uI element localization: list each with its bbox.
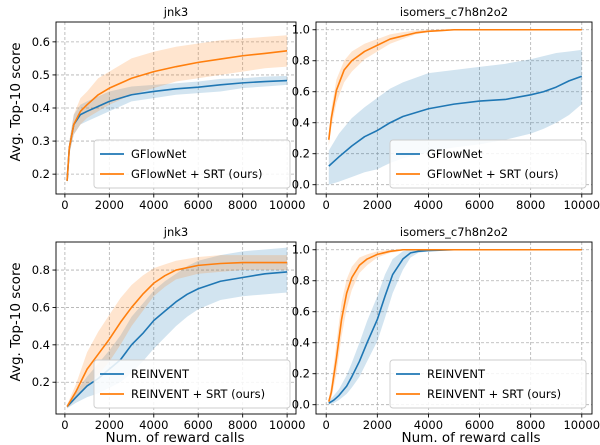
panel-1-x-tick-label-5: 10000 (269, 198, 306, 212)
panel-1-x-tick-label-4: 8000 (228, 198, 257, 212)
panel-4-x-tick-label-0: 0 (323, 418, 330, 432)
panel-1-legend-label-1: GFlowNet + SRT (ours) (131, 167, 262, 181)
panel-1: 0 2000 4000 6000 8000 10000 0.2 0.3 0.4 0.5 0.6 jnk… (32, 5, 306, 212)
panel-1-y-tick-label-0: 0.2 (32, 167, 50, 181)
panel-2-x-tick-label-2: 4000 (414, 198, 443, 212)
panel-1-y-tick-label-2: 0.4 (32, 101, 50, 115)
panel-4-x-tick-label-4: 8000 (516, 418, 545, 432)
panel-3-legend: REINVENT REINVENT + SRT (ours) (93, 359, 291, 409)
panel-3-legend-label-0: REINVENT (131, 367, 190, 381)
panel-2-line-series-0 (328, 75, 583, 167)
panel-4-x-tick-label-2: 4000 (414, 418, 443, 432)
panel-3-y-tick-label-0: 0.2 (32, 375, 50, 389)
panel-4-legend-label-0: REINVENT (427, 367, 486, 381)
panel-4-frame (315, 241, 593, 415)
panel-3-legend-label-1: REINVENT + SRT (ours) (131, 387, 265, 401)
panel-1-legend-label-0: GFlowNet (131, 147, 187, 161)
panel-3-x-tick-label-5: 10000 (269, 418, 306, 432)
panel-4: 0 2000 4000 6000 8000 10000 0.0 0.2 0.4 0.6 0.8 1.0… (292, 225, 600, 432)
panel-3-band-series-1 (67, 255, 288, 409)
panel-3-y-tick-label-3: 0.8 (32, 263, 50, 277)
x-axis-label-right: Num. of reward calls (402, 430, 541, 445)
panel-1-legend-box (93, 139, 291, 189)
panel-4-y-tick-label-1: 0.2 (292, 367, 310, 381)
panel-2-x-tick-label-3: 6000 (465, 198, 494, 212)
panel-1-x-tick-label-0: 0 (61, 198, 68, 212)
panel-3-line-series-1 (66, 261, 288, 407)
panel-4-x-tick-label-3: 6000 (465, 418, 494, 432)
panel-1-band-series-0 (67, 75, 288, 185)
panel-4-title: isomers_c7h8n2o2 (400, 225, 508, 239)
panel-2: 0 2000 4000 6000 8000 10000 0.0 0.2 0.4 0.6 0.8 1.0… (292, 5, 600, 212)
panel-4-y-tick-label-4: 0.8 (292, 274, 310, 288)
panel-2-legend-label-1: GFlowNet + SRT (ours) (427, 167, 558, 181)
panel-3-title: jnk3 (163, 225, 188, 239)
panel-1-title: jnk3 (163, 5, 188, 19)
panel-2-y-tick-label-0: 0.0 (292, 178, 310, 192)
y-axis-label-bottom: Avg. Top-10 score (8, 263, 24, 382)
panel-2-x-tick-label-1: 2000 (363, 198, 392, 212)
panel-1-x-tick-label-2: 4000 (139, 198, 168, 212)
panel-3-y-tick-label-2: 0.6 (32, 300, 50, 314)
panel-2-y-tick-label-3: 0.6 (292, 85, 310, 99)
panel-2-x-tick-label-0: 0 (323, 198, 330, 212)
panel-3-frame (55, 241, 297, 415)
panel-1-x-tick-label-1: 2000 (95, 198, 124, 212)
panel-4-line-series-1 (328, 248, 582, 402)
panel-3-y-tick-label-1: 0.4 (32, 338, 50, 352)
panel-2-legend: GFlowNet GFlowNet + SRT (ours) (389, 139, 587, 189)
panel-1-x-tick-label-3: 6000 (184, 198, 213, 212)
panel-3-x-tick-label-2: 4000 (139, 418, 168, 432)
panel-3-x-tick-label-4: 8000 (228, 418, 257, 432)
panel-4-y-tick-label-5: 1.0 (292, 243, 310, 257)
panel-2-legend-box (389, 139, 587, 189)
panel-4-band-series-1 (328, 249, 582, 405)
panel-2-y-tick-label-1: 0.2 (292, 147, 310, 161)
panel-4-y-tick-label-3: 0.6 (292, 305, 310, 319)
panel-1-y-tick-label-4: 0.6 (32, 35, 50, 49)
y-axis-label-top: Avg. Top-10 score (8, 43, 24, 162)
panel-4-x-tick-label-5: 10000 (563, 418, 600, 432)
panel-3-legend-box (93, 359, 291, 409)
panel-4-legend-box (389, 359, 587, 409)
panel-4-legend: REINVENT REINVENT + SRT (ours) (389, 359, 587, 409)
panel-3: 0 2000 4000 6000 8000 10000 0.2 0.4 0.6 0.8 jnk3 RE… (32, 225, 306, 432)
panel-2-y-tick-label-5: 1.0 (292, 23, 310, 37)
panel-3-x-tick-label-1: 2000 (95, 418, 124, 432)
panel-4-x-tick-label-1: 2000 (363, 418, 392, 432)
panel-1-legend: GFlowNet GFlowNet + SRT (ours) (93, 139, 291, 189)
panel-1-y-tick-label-3: 0.5 (32, 68, 50, 82)
panel-3-x-tick-label-0: 0 (61, 418, 68, 432)
panel-1-band-series-1 (67, 35, 288, 185)
panel-2-title: isomers_c7h8n2o2 (400, 5, 508, 19)
panel-4-legend-label-1: REINVENT + SRT (ours) (427, 387, 561, 401)
panel-4-y-tick-label-2: 0.4 (292, 336, 310, 350)
panel-2-legend-label-0: GFlowNet (427, 147, 483, 161)
panel-2-y-tick-label-2: 0.4 (292, 116, 310, 130)
panel-3-x-tick-label-3: 6000 (184, 418, 213, 432)
panel-2-y-tick-label-4: 0.8 (292, 54, 310, 68)
panel-1-y-tick-label-1: 0.3 (32, 134, 50, 148)
panel-4-band-series-0 (328, 249, 582, 405)
panel-2-x-tick-label-4: 8000 (516, 198, 545, 212)
panel-2-frame (315, 21, 593, 195)
panel-2-line-series-1 (327, 28, 582, 140)
panel-4-y-tick-label-0: 0.0 (292, 398, 310, 412)
panel-2-x-tick-label-5: 10000 (563, 198, 600, 212)
panel-1-line-series-1 (66, 49, 288, 181)
x-axis-label-left: Num. of reward calls (106, 430, 245, 445)
